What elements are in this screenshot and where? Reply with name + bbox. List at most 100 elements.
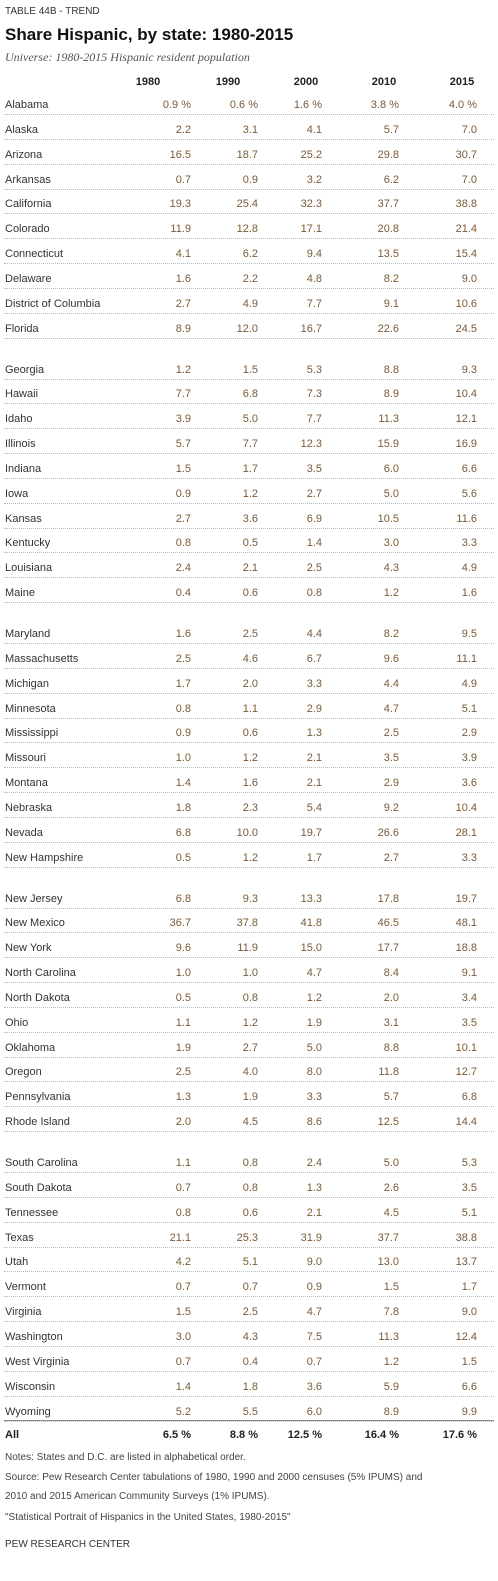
row-divider <box>4 816 494 818</box>
row-divider <box>4 602 494 604</box>
row-divider <box>4 477 494 479</box>
cell: 0.7 <box>175 173 191 186</box>
cell: 1.4 <box>306 537 322 550</box>
cell: 3.3 <box>306 1091 322 1104</box>
cell: 3.5 <box>461 1016 477 1029</box>
row-divider <box>4 577 494 579</box>
cell: 1.5 <box>383 1281 399 1294</box>
cell: 4.5 <box>383 1206 399 1219</box>
row-label: West Virginia <box>5 1355 70 1368</box>
cell: 3.3 <box>461 851 477 864</box>
row-label: Vermont <box>5 1281 46 1294</box>
cell: 11.9 <box>170 223 191 236</box>
row-divider <box>4 238 494 240</box>
cell: 1.2 <box>242 752 258 765</box>
cell: 16.7 <box>300 322 322 335</box>
row-divider <box>4 1106 494 1108</box>
cell: 5.4 <box>306 801 322 814</box>
cell: 1.1 <box>242 702 258 715</box>
row-divider <box>4 378 494 380</box>
row-divider <box>4 1131 494 1133</box>
cell: 9.3 <box>242 892 258 905</box>
cell: 1.1 <box>175 1157 191 1169</box>
row-divider <box>4 841 494 843</box>
row-divider <box>4 1370 494 1372</box>
cell: 2.2 <box>242 272 258 285</box>
cell: 0.4 <box>175 587 191 600</box>
cell: 5.0 <box>383 1157 399 1169</box>
brand: PEW RESEARCH CENTER <box>5 1539 131 1550</box>
cell: 1.9 <box>306 1016 322 1029</box>
cell: 2.1 <box>242 562 258 575</box>
cell: 0.9 <box>242 173 258 186</box>
cell: 9.3 <box>461 363 477 376</box>
row-label: New York <box>5 942 52 955</box>
cell: 0.6 <box>242 587 258 600</box>
cell: 25.4 <box>236 198 258 211</box>
row-divider <box>4 792 494 794</box>
cell: 5.5 <box>242 1405 258 1418</box>
row-divider <box>4 1221 494 1223</box>
cell: 15.9 <box>377 438 399 451</box>
row-label: Pennsylvania <box>5 1091 71 1104</box>
cell: 1.5 <box>175 462 191 475</box>
cell: 1.9 <box>175 1041 191 1054</box>
cell: 4.4 <box>383 677 399 690</box>
cell: 2.0 <box>175 1116 191 1129</box>
row-label: Arkansas <box>5 173 51 186</box>
subtitle: Universe: 1980-2015 Hispanic resident po… <box>5 50 250 64</box>
cell: 7.7 <box>175 388 191 401</box>
row-label: Missouri <box>5 752 46 765</box>
cell: 28.1 <box>455 826 477 839</box>
cell: 4.4 <box>306 628 322 640</box>
cell: 2.0 <box>242 677 258 690</box>
row-divider <box>4 188 494 190</box>
row-label: Illinois <box>5 438 36 451</box>
cell: 11.3 <box>378 1330 399 1343</box>
cell: 9.1 <box>461 967 477 980</box>
cell: 11.1 <box>456 652 477 665</box>
cell: 0.7 <box>306 1355 322 1368</box>
row-divider <box>4 163 494 165</box>
cell: 0.9 <box>175 727 191 740</box>
cell: 3.6 <box>306 1380 322 1393</box>
cell: 5.1 <box>461 702 477 715</box>
table-label: TABLE 44B - TREND <box>5 6 100 17</box>
cell: 2.1 <box>306 1206 322 1219</box>
cell: 3.9 <box>461 752 477 765</box>
cell: 1.5 <box>242 363 258 376</box>
cell: 2.7 <box>383 851 399 864</box>
row-divider <box>4 982 494 984</box>
row-label: Oregon <box>5 1066 42 1079</box>
cell: 0.7 <box>175 1281 191 1294</box>
row-label: Iowa <box>5 487 29 500</box>
cell: 2.9 <box>306 702 322 715</box>
row-divider <box>4 1395 494 1397</box>
row-label: All <box>5 1429 20 1442</box>
cell: 10.4 <box>455 801 477 814</box>
cell: 3.9 <box>175 413 191 426</box>
cell: 1.6 <box>461 587 477 600</box>
cell: 13.0 <box>377 1256 399 1269</box>
cell: 6.6 <box>461 1380 477 1393</box>
row-label: Wyoming <box>5 1405 51 1418</box>
cell: 0.9 <box>175 487 191 500</box>
cell: 4.7 <box>306 967 322 980</box>
cell: 5.9 <box>383 1380 399 1393</box>
cell: 9.5 <box>461 628 477 640</box>
row-label: Maryland <box>5 628 51 640</box>
cell: 5.1 <box>242 1256 258 1269</box>
cell: 3.6 <box>242 512 258 525</box>
row-divider <box>4 337 494 339</box>
cell: 25.3 <box>236 1231 258 1244</box>
cell: 30.7 <box>455 148 477 161</box>
cell: 9.0 <box>461 272 477 285</box>
cell: 0.8 <box>242 991 258 1004</box>
cell: 3.3 <box>461 537 477 550</box>
row-label: Alabama <box>5 99 49 111</box>
cell: 2.5 <box>306 562 322 575</box>
cell: 5.0 <box>242 413 258 426</box>
cell: 10.6 <box>455 297 477 310</box>
cell: 1.5 <box>461 1355 477 1368</box>
